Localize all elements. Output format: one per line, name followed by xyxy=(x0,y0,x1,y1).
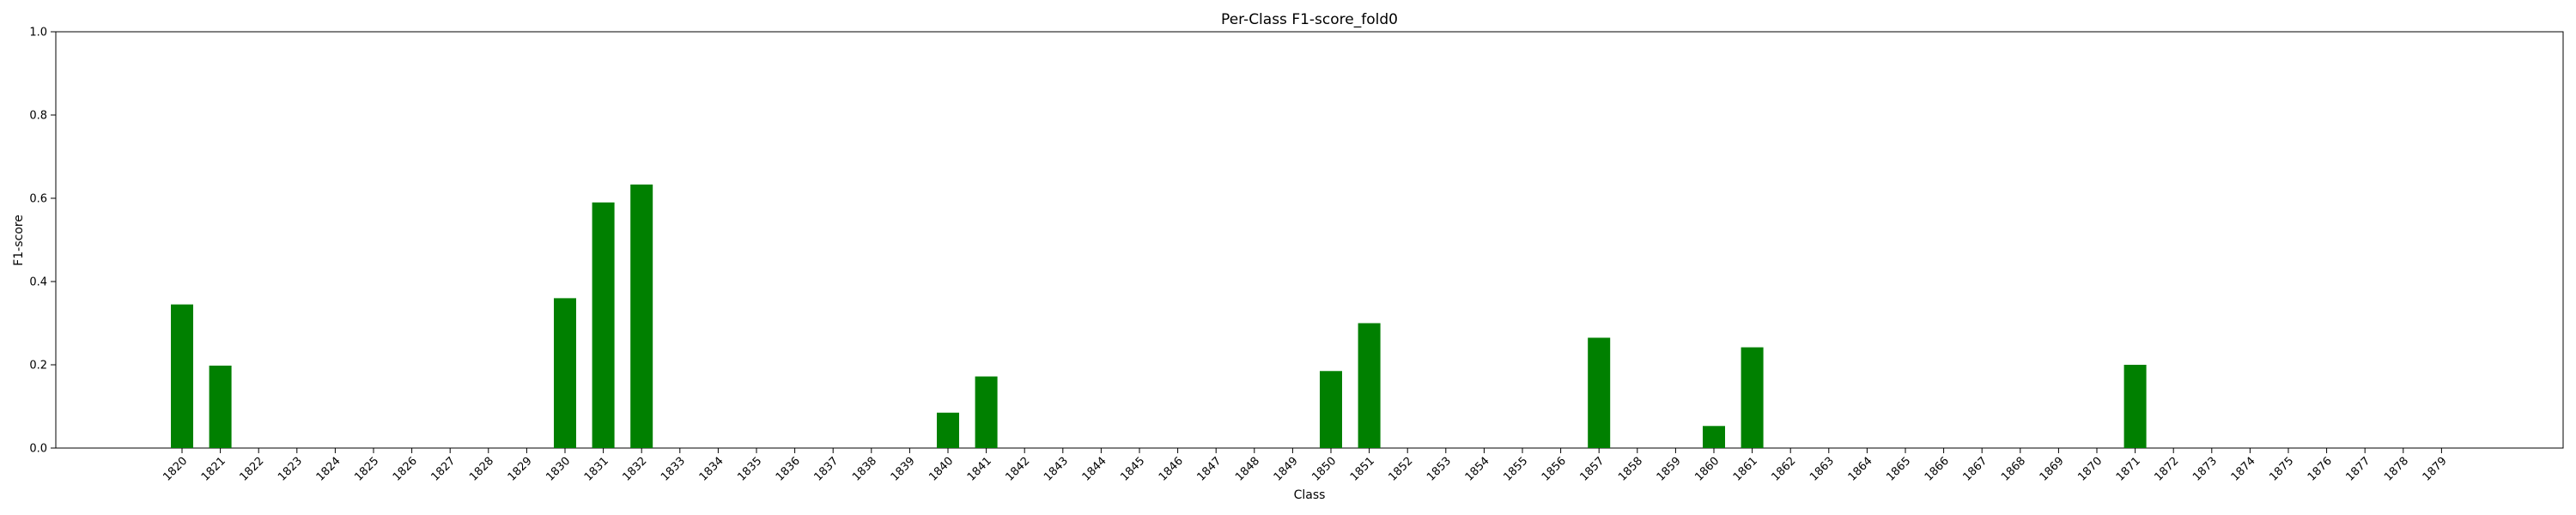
x-tick-label-1854: 1854 xyxy=(1463,455,1492,484)
bar-1830 xyxy=(554,298,576,448)
bar-1850 xyxy=(1320,371,1342,448)
bar-1857 xyxy=(1588,337,1611,448)
x-tick-label-1874: 1874 xyxy=(2229,455,2258,484)
y-tick-label: 1.0 xyxy=(29,27,47,39)
x-tick-label-1849: 1849 xyxy=(1272,455,1301,484)
x-tick-label-1866: 1866 xyxy=(1923,455,1952,484)
y-tick-label: 0.0 xyxy=(29,443,47,456)
x-tick-label-1846: 1846 xyxy=(1157,455,1186,484)
y-tick-label: 0.6 xyxy=(29,193,47,206)
plot-frame xyxy=(55,31,2564,449)
y-tick-label: 0.2 xyxy=(29,360,47,373)
x-tick-label-1837: 1837 xyxy=(811,455,841,484)
x-tick-label-1873: 1873 xyxy=(2190,455,2220,484)
x-tick-label-1863: 1863 xyxy=(1807,455,1837,484)
x-tick-label-1834: 1834 xyxy=(697,455,726,484)
x-tick-label-1845: 1845 xyxy=(1118,455,1147,484)
x-tick-label-1872: 1872 xyxy=(2152,455,2181,484)
x-tick-label-1830: 1830 xyxy=(544,455,573,484)
x-tick-label-1858: 1858 xyxy=(1616,455,1645,484)
x-tick-label-1825: 1825 xyxy=(352,455,381,484)
x-axis: 1820 1821 1822 1823 1824 1825 1826 1827 1828 1829… xyxy=(161,448,2450,484)
x-tick-label-1860: 1860 xyxy=(1692,455,1722,484)
x-tick-label-1826: 1826 xyxy=(391,455,420,484)
x-tick-label-1842: 1842 xyxy=(1003,455,1032,484)
bar-1871 xyxy=(2123,365,2147,448)
bar-1851 xyxy=(1358,323,1381,448)
bar-1820 xyxy=(171,304,193,448)
x-tick-label-1870: 1870 xyxy=(2075,455,2105,484)
x-tick-label-1868: 1868 xyxy=(1999,455,2028,484)
bar-1831 xyxy=(592,202,615,448)
x-tick-label-1875: 1875 xyxy=(2267,455,2296,484)
x-tick-label-1847: 1847 xyxy=(1194,455,1224,484)
x-axis-title: Class xyxy=(1294,488,1326,502)
y-tick-label: 0.4 xyxy=(29,276,47,289)
x-tick-label-1855: 1855 xyxy=(1501,455,1530,484)
bar-1861 xyxy=(1741,347,1764,448)
x-tick-label-1861: 1861 xyxy=(1731,455,1760,484)
x-tick-label-1848: 1848 xyxy=(1233,455,1262,484)
x-tick-label-1878: 1878 xyxy=(2382,455,2411,484)
x-tick-label-1836: 1836 xyxy=(774,455,803,484)
x-tick-label-1822: 1822 xyxy=(237,455,266,484)
x-tick-label-1869: 1869 xyxy=(2038,455,2067,484)
chart-title: Per-Class F1-score_fold0 xyxy=(1221,11,1398,28)
x-tick-label-1862: 1862 xyxy=(1769,455,1798,484)
x-tick-label-1835: 1835 xyxy=(735,455,764,484)
x-tick-label-1867: 1867 xyxy=(1960,455,1990,484)
x-tick-label-1853: 1853 xyxy=(1425,455,1454,484)
x-tick-label-1864: 1864 xyxy=(1846,455,1875,484)
x-tick-label-1831: 1831 xyxy=(582,455,611,484)
y-axis: 0.0 0.2 0.4 0.6 0.8 1.0 xyxy=(29,27,56,456)
x-tick-label-1827: 1827 xyxy=(428,455,458,484)
x-tick-label-1838: 1838 xyxy=(850,455,879,484)
bars xyxy=(171,184,2147,448)
x-tick-label-1879: 1879 xyxy=(2421,455,2450,484)
x-tick-label-1844: 1844 xyxy=(1080,455,1109,484)
x-tick-label-1833: 1833 xyxy=(659,455,688,484)
x-tick-label-1877: 1877 xyxy=(2343,455,2372,484)
x-tick-label-1856: 1856 xyxy=(1540,455,1569,484)
x-tick-label-1857: 1857 xyxy=(1577,455,1607,484)
bar-1821 xyxy=(209,365,232,448)
x-tick-label-1840: 1840 xyxy=(927,455,956,484)
bar-1860 xyxy=(1703,426,1725,448)
x-tick-label-1852: 1852 xyxy=(1386,455,1415,484)
x-tick-label-1865: 1865 xyxy=(1884,455,1913,484)
x-tick-label-1841: 1841 xyxy=(965,455,994,484)
x-tick-label-1859: 1859 xyxy=(1655,455,1684,484)
x-tick-label-1843: 1843 xyxy=(1042,455,1071,484)
x-tick-label-1851: 1851 xyxy=(1348,455,1377,484)
x-tick-label-1829: 1829 xyxy=(506,455,535,484)
y-axis-title: F1-score xyxy=(12,215,26,266)
bar-1841 xyxy=(975,376,998,448)
x-tick-label-1821: 1821 xyxy=(199,455,228,484)
x-tick-label-1832: 1832 xyxy=(620,455,649,484)
x-tick-label-1839: 1839 xyxy=(889,455,918,484)
x-tick-label-1850: 1850 xyxy=(1309,455,1339,484)
bar-1832 xyxy=(630,184,653,448)
x-tick-label-1871: 1871 xyxy=(2114,455,2143,484)
x-tick-label-1823: 1823 xyxy=(276,455,305,484)
y-tick-label: 0.8 xyxy=(29,110,47,123)
x-tick-label-1876: 1876 xyxy=(2306,455,2335,484)
x-tick-label-1824: 1824 xyxy=(314,455,343,484)
bar-1840 xyxy=(937,412,959,448)
x-tick-label-1828: 1828 xyxy=(467,455,496,484)
x-tick-label-1820: 1820 xyxy=(161,455,190,484)
